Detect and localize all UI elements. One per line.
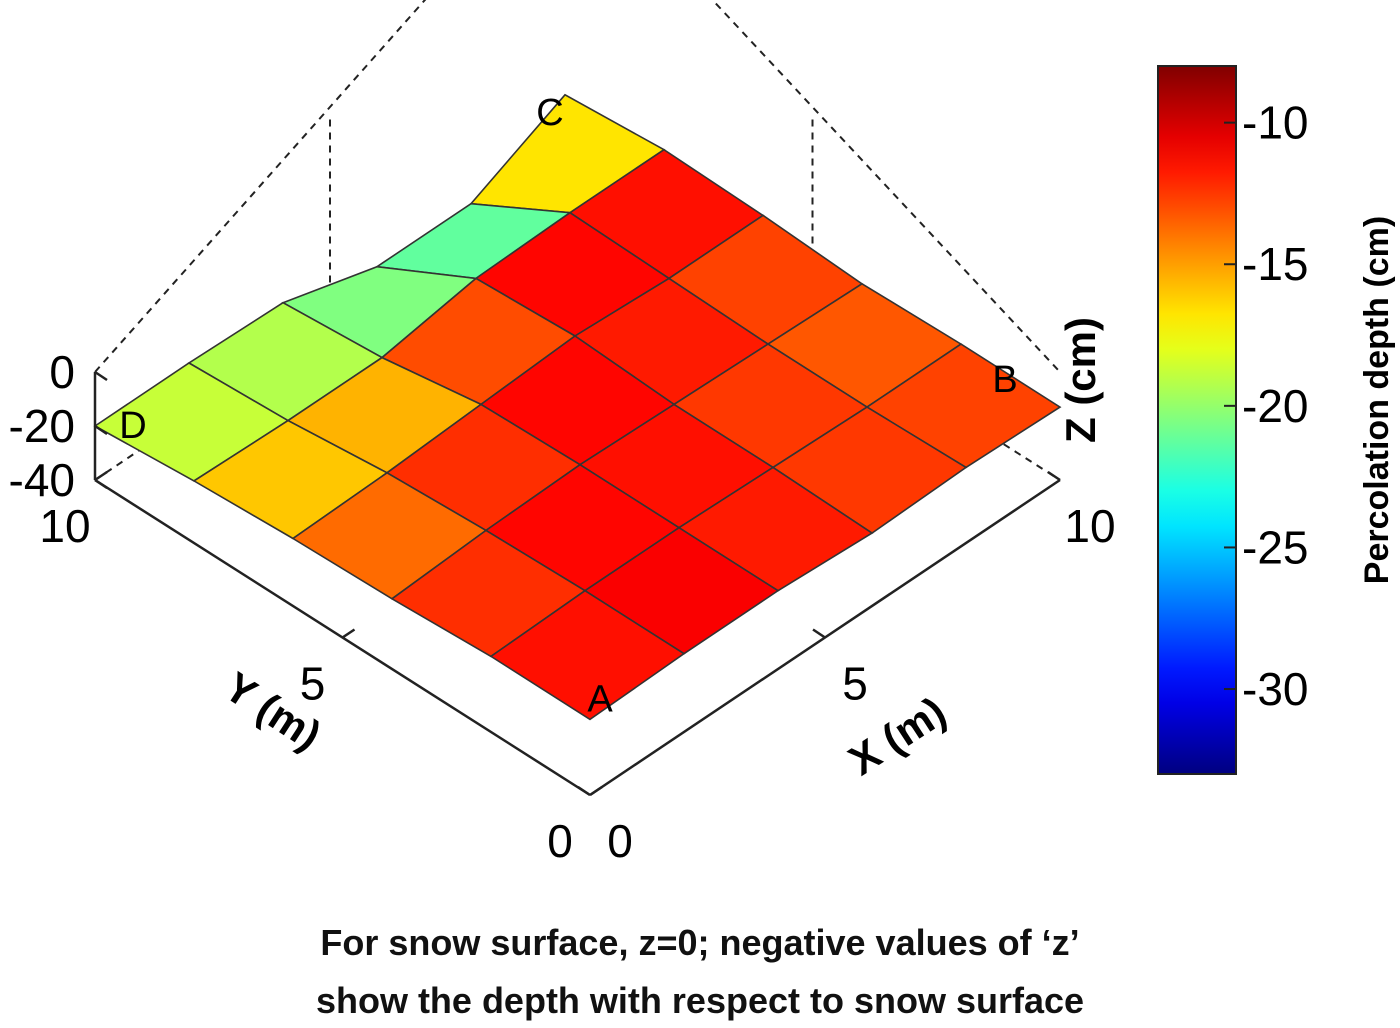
point-label-c: C [536, 92, 563, 134]
surface-patch [489, 589, 686, 721]
colorbar-tick-label: -20 [1242, 380, 1308, 432]
colorbar-gradient [1157, 65, 1237, 775]
point-label-a: A [587, 678, 613, 720]
z-tick-label: -40 [9, 454, 75, 506]
surface-mesh [93, 93, 1062, 721]
colorbar-tick-label: -15 [1242, 238, 1308, 290]
colorbar: -10 -15 -20 -25 -30 Percolation depth (cm) [1157, 65, 1396, 775]
z-axis-title: Z (cm) [1057, 317, 1104, 443]
colorbar-title: Percolation depth (cm) [1358, 216, 1396, 584]
back-edge [94, 0, 427, 373]
y-tick-label: 0 [547, 815, 573, 867]
point-label-b: B [992, 359, 1017, 401]
y-tick-label: 10 [39, 500, 90, 552]
point-label-d: D [119, 405, 146, 447]
y-tick-mark [589, 785, 603, 797]
caption-line-1: For snow surface, z=0; negative values o… [320, 922, 1080, 963]
z-tick-mark [94, 424, 108, 436]
z-tick-mark [94, 370, 108, 382]
colorbar-tick-label: -25 [1242, 521, 1308, 573]
back-edge [711, 0, 1061, 373]
z-tick-mark [94, 478, 108, 490]
x-tick-label: 0 [607, 815, 633, 867]
y-tick-label: 5 [300, 658, 326, 710]
x-tick-label: 5 [842, 658, 868, 710]
y-tick-mark [94, 470, 108, 482]
x-tick-mark [1047, 470, 1061, 482]
caption-line-2: show the depth with respect to snow surf… [315, 980, 1085, 1021]
x-tick-mark [577, 785, 591, 797]
z-tick-label: 0 [49, 346, 75, 398]
z-tick-label: -20 [9, 400, 75, 452]
x-tick-label: 10 [1064, 500, 1115, 552]
x-tick-mark [812, 628, 826, 639]
colorbar-tick-label: -30 [1242, 663, 1308, 715]
colorbar-tick-label: -10 [1242, 97, 1308, 149]
y-tick-mark [341, 628, 356, 639]
point-labels: A B C D [119, 92, 1017, 721]
